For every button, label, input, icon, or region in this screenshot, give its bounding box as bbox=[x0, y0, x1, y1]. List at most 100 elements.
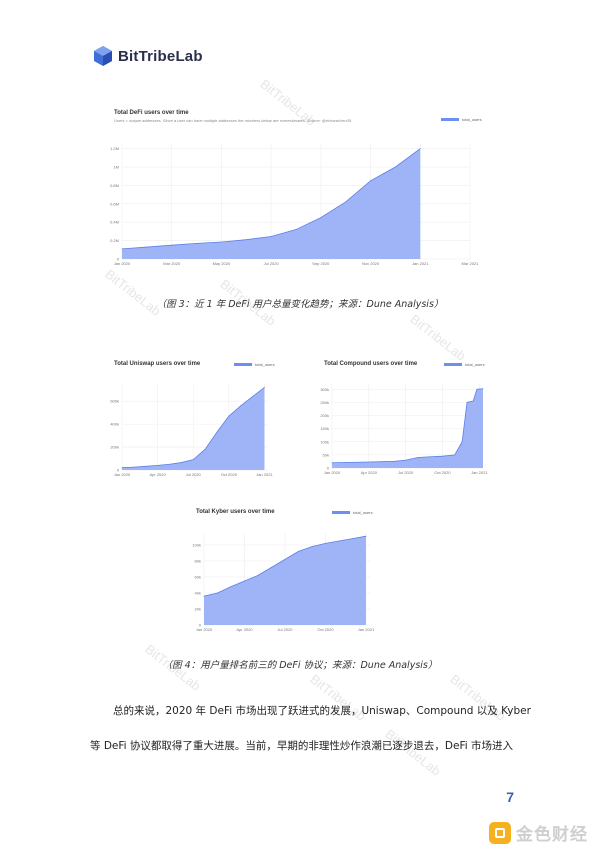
x-tick-label: Jul 2020 bbox=[398, 470, 414, 475]
data-point bbox=[466, 401, 468, 403]
data-point bbox=[352, 538, 353, 539]
data-point bbox=[146, 246, 148, 248]
data-point bbox=[216, 431, 218, 433]
data-point bbox=[343, 462, 345, 463]
y-tick-label: 100k bbox=[192, 543, 201, 548]
data-point bbox=[133, 466, 135, 468]
data-point bbox=[284, 559, 286, 560]
chart-title: Total Compound users over time bbox=[324, 361, 418, 367]
data-point bbox=[392, 461, 394, 462]
data-point bbox=[264, 387, 265, 388]
data-point bbox=[311, 546, 313, 547]
x-tick-label: Mar 2020 bbox=[163, 261, 181, 266]
chart-plot: 0 50k 100k 150k 200k 250k 300k Jan 2020 Apr 2020… bbox=[320, 384, 488, 475]
data-point bbox=[370, 180, 371, 182]
legend-label: total_users bbox=[353, 510, 373, 515]
chart-plot: 0 0.2M 0.4M 0.6M 0.8M 1M 1.2M Jan 2020 Mar 2020 M… bbox=[110, 144, 479, 266]
defi-users-chart: Total DeFi users over time Users = uniqu… bbox=[108, 106, 493, 271]
data-point bbox=[429, 456, 431, 458]
data-point bbox=[298, 551, 299, 552]
data-point bbox=[169, 463, 170, 465]
figure-4-caption: （图 4：用户量排名前三的 DeFi 协议；来源：Dune Analysis） bbox=[162, 660, 438, 671]
data-point bbox=[192, 459, 194, 461]
data-point bbox=[380, 461, 382, 463]
data-point bbox=[121, 248, 123, 250]
data-point bbox=[356, 461, 357, 463]
x-tick-label: Jan 2020 bbox=[196, 627, 213, 632]
chart-plot: 0 20k 40k 60k 80k 100k Jan 2020 Apr 2020 Jul 202… bbox=[192, 533, 375, 632]
y-tick-label: 300k bbox=[320, 387, 329, 392]
y-tick-label: 0.2M bbox=[110, 238, 119, 243]
watermark: BitTribeLab bbox=[102, 266, 164, 319]
data-point bbox=[171, 244, 173, 246]
x-tick-label: Oct 2020 bbox=[434, 470, 451, 475]
y-tick-label: 20k bbox=[195, 607, 201, 612]
x-tick-label: Jul 2020 bbox=[277, 627, 293, 632]
x-tick-label: Jan 2020 bbox=[114, 472, 131, 477]
y-tick-label: 1.2M bbox=[110, 146, 119, 151]
figure-3-caption: （图 3：近 1 年 DeFi 用户总量变化趋势；来源：Dune Analysi… bbox=[156, 299, 444, 310]
data-point bbox=[204, 448, 206, 450]
uniswap-users-chart: Total Uniswap users over time total_user… bbox=[108, 356, 280, 484]
data-point bbox=[405, 459, 407, 461]
x-tick-label: Jan 2020 bbox=[324, 470, 341, 475]
cube-logo-icon bbox=[94, 46, 112, 66]
y-tick-label: 0 bbox=[327, 466, 330, 471]
x-tick-label: Apr 2020 bbox=[361, 470, 378, 475]
chart-legend: total_users bbox=[332, 510, 373, 515]
data-point bbox=[203, 595, 205, 597]
legend-swatch bbox=[234, 363, 252, 366]
data-point bbox=[325, 543, 326, 544]
y-tick-label: 1M bbox=[113, 165, 119, 170]
chart-plot: 0 200k 400k 600k Jan 2020 Apr 2020 Jul 2020 Oct… bbox=[110, 384, 273, 477]
legend-label: total_users bbox=[255, 362, 275, 367]
y-tick-label: 0 bbox=[199, 623, 202, 628]
y-tick-label: 100k bbox=[320, 439, 329, 444]
legend-label: total_users bbox=[462, 117, 482, 122]
y-tick-label: 600k bbox=[110, 399, 119, 404]
data-point bbox=[180, 462, 182, 463]
chart-subtitle: Users = unique addresses. Since a user c… bbox=[114, 118, 352, 123]
y-tick-label: 400k bbox=[110, 422, 119, 427]
data-point bbox=[320, 217, 322, 218]
data-point bbox=[240, 405, 242, 407]
data-point bbox=[271, 567, 272, 568]
x-tick-label: Jan 2020 bbox=[114, 261, 131, 266]
data-point bbox=[476, 388, 478, 390]
x-tick-label: Jan 2021 bbox=[412, 261, 429, 266]
data-point bbox=[196, 242, 197, 244]
data-point bbox=[461, 441, 463, 443]
data-point bbox=[228, 415, 230, 417]
data-point bbox=[257, 575, 259, 576]
jinse-logo-icon bbox=[489, 821, 511, 844]
y-tick-label: 40k bbox=[195, 591, 201, 596]
chart-legend: total_users bbox=[234, 362, 275, 367]
data-point bbox=[472, 400, 474, 402]
data-point bbox=[217, 592, 218, 594]
data-point bbox=[244, 580, 245, 582]
y-tick-label: 0 bbox=[117, 468, 120, 473]
y-tick-label: 0.8M bbox=[110, 183, 119, 188]
series-line bbox=[331, 388, 484, 464]
data-point bbox=[482, 388, 484, 390]
footer-brand-text: 金色财经 bbox=[516, 825, 588, 845]
compound-users-chart: Total Compound users over time total_use… bbox=[318, 356, 493, 484]
data-point bbox=[121, 467, 123, 469]
area-fill bbox=[332, 388, 483, 468]
x-tick-label: May 2020 bbox=[213, 261, 231, 266]
x-tick-label: Apr 2020 bbox=[149, 472, 166, 477]
y-tick-label: 0.4M bbox=[110, 220, 119, 225]
data-point bbox=[331, 462, 333, 464]
chart-title: Total Uniswap users over time bbox=[114, 361, 201, 367]
legend-label: total_users bbox=[465, 362, 485, 367]
data-point bbox=[365, 535, 367, 537]
data-point bbox=[270, 236, 272, 237]
data-point bbox=[442, 455, 443, 457]
legend-swatch bbox=[444, 363, 462, 366]
x-tick-label: Jan 2021 bbox=[256, 472, 273, 477]
chart-legend: total_users bbox=[441, 117, 482, 122]
x-tick-label: Apr 2020 bbox=[236, 627, 253, 632]
y-tick-label: 250k bbox=[320, 400, 329, 405]
area-fill bbox=[122, 387, 265, 470]
legend-swatch bbox=[441, 118, 459, 121]
